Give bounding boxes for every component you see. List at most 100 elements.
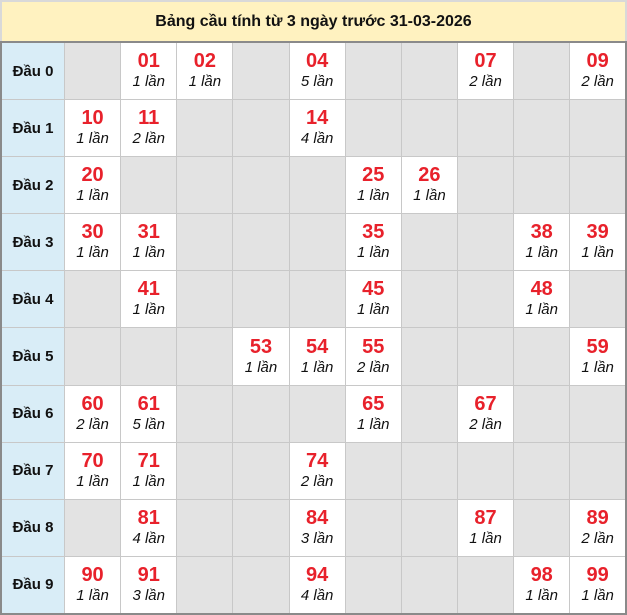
empty-cell <box>456 213 515 272</box>
empty-cell <box>176 99 234 158</box>
table-row: Đầu 3 30 1 lần 31 1 lần 35 1 lần 38 1 lần 39 1 lần <box>0 213 627 272</box>
number-cell: 38 1 lần <box>513 213 571 272</box>
empty-cell <box>456 99 515 158</box>
empty-cell <box>344 99 402 158</box>
occurrence-count: 2 lần <box>469 73 502 91</box>
occurrence-count: 2 lần <box>581 73 614 91</box>
empty-cell <box>176 441 234 500</box>
lottery-number: 48 <box>530 278 553 301</box>
empty-cell <box>513 441 571 500</box>
lottery-number: 04 <box>306 50 329 73</box>
occurrence-count: 1 lần <box>357 301 390 319</box>
occurrence-count: 1 lần <box>300 358 334 376</box>
row-label: Đầu 0 <box>0 41 65 101</box>
lottery-number: 67 <box>474 392 497 415</box>
lottery-number: 84 <box>306 506 329 529</box>
empty-cell <box>400 555 458 615</box>
empty-cell <box>513 384 571 443</box>
number-cell: 99 1 lần <box>569 555 627 615</box>
empty-cell <box>400 384 458 443</box>
number-cell: 60 2 lần <box>63 384 122 443</box>
empty-cell <box>232 99 290 158</box>
empty-cell <box>456 156 515 215</box>
lottery-number: 59 <box>586 335 609 358</box>
occurrence-count: 1 lần <box>525 301 558 319</box>
empty-cell <box>176 498 234 557</box>
empty-cell <box>513 327 571 386</box>
number-cell: 10 1 lần <box>63 99 122 158</box>
number-cell: 30 1 lần <box>63 213 122 272</box>
number-cell: 98 1 lần <box>513 555 571 615</box>
lottery-number: 71 <box>137 449 160 472</box>
number-cell: 20 1 lần <box>63 156 122 215</box>
empty-cell <box>456 555 515 615</box>
lottery-number: 91 <box>137 563 160 586</box>
occurrence-count: 1 lần <box>132 472 165 490</box>
occurrence-count: 1 lần <box>132 73 165 91</box>
row-label: Đầu 7 <box>0 441 65 500</box>
number-cell: 87 1 lần <box>456 498 515 557</box>
lottery-number: 87 <box>474 506 497 529</box>
empty-cell <box>232 213 290 272</box>
empty-cell <box>232 441 290 500</box>
lottery-number: 20 <box>81 164 104 187</box>
table-row: Đầu 0 01 1 lần 02 1 lần 04 5 lần 07 2 lần 09 2 lần <box>0 41 627 101</box>
empty-cell <box>176 156 234 215</box>
empty-cell <box>232 41 290 101</box>
occurrence-count: 1 lần <box>76 586 109 604</box>
empty-cell <box>513 41 571 101</box>
empty-cell <box>176 270 234 329</box>
empty-cell <box>569 384 627 443</box>
occurrence-count: 2 lần <box>581 529 614 547</box>
lottery-number: 41 <box>137 278 160 301</box>
number-cell: 01 1 lần <box>120 41 178 101</box>
empty-cell <box>569 270 627 329</box>
lottery-number: 39 <box>586 221 609 244</box>
number-cell: 74 2 lần <box>288 441 346 500</box>
empty-cell <box>569 99 627 158</box>
occurrence-count: 1 lần <box>76 187 109 205</box>
empty-cell <box>456 327 515 386</box>
empty-cell <box>232 555 290 615</box>
empty-cell <box>232 498 290 557</box>
number-cell: 55 2 lần <box>344 327 402 386</box>
table-row: Đầu 8 81 4 lần 84 3 lần 87 1 lần 89 2 lần <box>0 498 627 557</box>
empty-cell <box>176 384 234 443</box>
empty-cell <box>513 99 571 158</box>
occurrence-count: 1 lần <box>244 358 278 376</box>
number-cell: 89 2 lần <box>569 498 627 557</box>
occurrence-count: 1 lần <box>581 358 614 376</box>
empty-cell <box>456 441 515 500</box>
lottery-number: 09 <box>586 50 609 73</box>
lottery-number: 98 <box>530 563 553 586</box>
lottery-number: 60 <box>81 392 104 415</box>
empty-cell <box>513 156 571 215</box>
table-row: Đầu 1 10 1 lần 11 2 lần 14 4 lần <box>0 99 627 158</box>
number-cell: 84 3 lần <box>288 498 346 557</box>
number-cell: 67 2 lần <box>456 384 515 443</box>
number-cell: 31 1 lần <box>120 213 178 272</box>
number-cell: 26 1 lần <box>400 156 458 215</box>
number-cell: 91 3 lần <box>120 555 178 615</box>
occurrence-count: 2 lần <box>132 130 165 148</box>
occurrence-count: 1 lần <box>581 244 614 262</box>
number-cell: 81 4 lần <box>120 498 178 557</box>
occurrence-count: 1 lần <box>76 244 109 262</box>
empty-cell <box>400 99 458 158</box>
occurrence-count: 4 lần <box>132 529 165 547</box>
number-cell: 94 4 lần <box>288 555 346 615</box>
occurrence-count: 1 lần <box>357 187 390 205</box>
lottery-number: 94 <box>306 563 329 586</box>
occurrence-count: 5 lần <box>300 73 334 91</box>
empty-cell <box>176 327 234 386</box>
empty-cell <box>344 498 402 557</box>
empty-cell <box>232 270 290 329</box>
empty-cell <box>344 555 402 615</box>
row-label: Đầu 2 <box>0 156 65 215</box>
bridge-table: Đầu 0 01 1 lần 02 1 lần 04 5 lần 07 2 lần 09 2 lần… <box>0 41 627 615</box>
row-label: Đầu 9 <box>0 555 65 615</box>
row-label: Đầu 5 <box>0 327 65 386</box>
number-cell: 54 1 lần <box>288 327 346 386</box>
lottery-number: 55 <box>362 335 385 358</box>
